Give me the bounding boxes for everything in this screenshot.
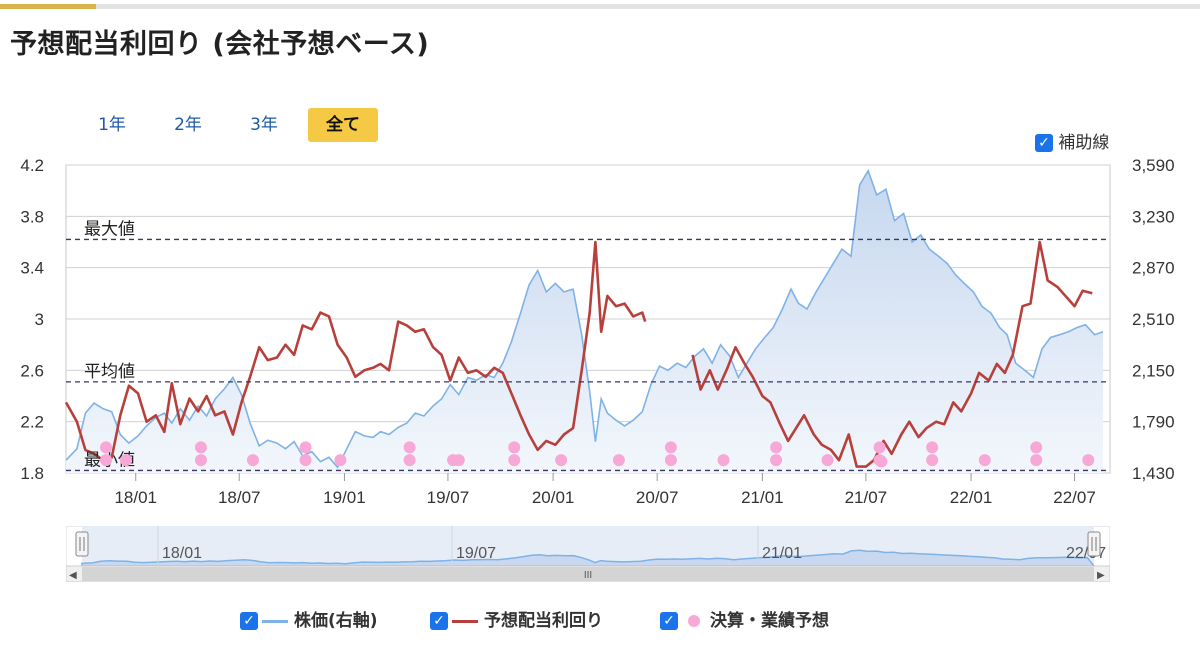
x-tick-label: 19/07 bbox=[427, 488, 470, 507]
legend-label-yield: 予想配当利回り bbox=[484, 611, 603, 631]
tab-all[interactable]: 全て bbox=[308, 108, 378, 142]
event-dot[interactable] bbox=[334, 454, 347, 467]
x-tick-label: 19/01 bbox=[323, 488, 366, 507]
event-dot[interactable] bbox=[508, 454, 521, 467]
event-dot[interactable] bbox=[246, 454, 259, 467]
event-dot[interactable] bbox=[100, 454, 113, 467]
tab-1y[interactable]: 1年 bbox=[98, 115, 126, 135]
x-tick-label: 18/01 bbox=[114, 488, 157, 507]
legend-label-price: 株価(右軸) bbox=[294, 611, 378, 631]
aux-line-checkbox[interactable]: ✓ bbox=[1035, 134, 1053, 152]
top-progress-accent bbox=[0, 4, 96, 9]
legend-label-events: 決算・業績予想 bbox=[710, 611, 829, 631]
scrollbar-grip-icon: III bbox=[584, 570, 592, 581]
event-dot[interactable] bbox=[873, 441, 886, 454]
top-progress-bar bbox=[0, 4, 1200, 9]
legend-item-yield[interactable]: ✓ 予想配当利回り bbox=[430, 608, 603, 634]
x-tick-label: 21/01 bbox=[741, 488, 784, 507]
y-right-tick-label: 2,870 bbox=[1132, 259, 1175, 278]
y-left-tick-label: 4.2 bbox=[20, 156, 44, 175]
event-dot[interactable] bbox=[508, 441, 521, 454]
event-dot[interactable] bbox=[403, 441, 416, 454]
event-dot[interactable] bbox=[875, 455, 888, 468]
legend-checkbox-yield[interactable]: ✓ bbox=[430, 612, 448, 630]
event-dot[interactable] bbox=[1030, 441, 1043, 454]
price-area bbox=[66, 170, 1104, 473]
y-left-tick-label: 3 bbox=[35, 310, 44, 329]
y-right-tick-label: 1,790 bbox=[1132, 413, 1175, 432]
event-dot[interactable] bbox=[717, 454, 730, 467]
legend-line-price bbox=[262, 619, 288, 623]
tab-2y[interactable]: 2年 bbox=[174, 115, 202, 135]
range-navigator[interactable]: 18/01 19/07 21/01 22/07 III ◀ ▶ bbox=[66, 526, 1110, 582]
y-left-tick-label: 2.2 bbox=[20, 413, 44, 432]
chart: 4.2 3,590 3.8 3,230 3.4 2,870 3 2,510 2.6 2,150 2.… bbox=[20, 156, 1175, 507]
scroll-right-arrow-icon[interactable]: ▶ bbox=[1097, 570, 1105, 581]
series-line-yield bbox=[64, 240, 1093, 468]
event-dot[interactable] bbox=[664, 441, 677, 454]
navigator-scrollbar-thumb[interactable] bbox=[82, 567, 1094, 581]
navigator-label: 18/01 bbox=[162, 545, 202, 562]
event-dot[interactable] bbox=[452, 454, 465, 467]
aux-line-toggle[interactable]: ✓ 補助線 bbox=[1035, 132, 1109, 154]
page-title: 予想配当利回り (会社予想ベース) bbox=[10, 29, 430, 60]
event-dot[interactable] bbox=[612, 454, 625, 467]
y-right-tick-label: 3,230 bbox=[1132, 207, 1175, 226]
event-dot[interactable] bbox=[821, 454, 834, 467]
legend-item-events[interactable]: ✓ 決算・業績予想 bbox=[660, 608, 829, 634]
event-dot[interactable] bbox=[664, 454, 677, 467]
y-right-tick-label: 2,510 bbox=[1132, 310, 1175, 329]
x-tick-label: 20/01 bbox=[532, 488, 575, 507]
scroll-left-arrow-icon[interactable]: ◀ bbox=[69, 570, 77, 581]
navigator-left-handle[interactable] bbox=[75, 531, 89, 557]
legend-checkbox-price[interactable]: ✓ bbox=[240, 612, 258, 630]
series-line-price bbox=[65, 168, 1104, 469]
y-left-tick-label: 2.6 bbox=[20, 361, 44, 380]
event-dot[interactable] bbox=[1082, 454, 1095, 467]
y-left-tick-label: 3.4 bbox=[20, 259, 44, 278]
event-dot[interactable] bbox=[770, 454, 783, 467]
event-dot[interactable] bbox=[770, 441, 783, 454]
y-right-tick-label: 3,590 bbox=[1132, 156, 1175, 175]
legend-item-price[interactable]: ✓ 株価(右軸) bbox=[240, 608, 378, 634]
x-tick-label: 18/07 bbox=[218, 488, 261, 507]
reference-line-label: 平均値 bbox=[84, 362, 135, 381]
legend-line-yield bbox=[452, 619, 478, 623]
y-right-tick-label: 1,430 bbox=[1132, 464, 1175, 483]
event-dot[interactable] bbox=[926, 441, 939, 454]
x-tick-label: 22/07 bbox=[1053, 488, 1096, 507]
reference-line-label: 最大値 bbox=[84, 219, 135, 238]
navigator-price-area bbox=[81, 549, 1096, 567]
x-tick-label: 20/07 bbox=[636, 488, 679, 507]
event-dot[interactable] bbox=[299, 454, 312, 467]
event-dot[interactable] bbox=[555, 454, 568, 467]
event-dot[interactable] bbox=[978, 454, 991, 467]
legend-dot-events bbox=[688, 615, 700, 627]
aux-line-label: 補助線 bbox=[1058, 133, 1110, 153]
y-left-tick-label: 1.8 bbox=[20, 464, 44, 483]
event-dot[interactable] bbox=[403, 454, 416, 467]
event-dot[interactable] bbox=[120, 454, 133, 467]
y-left-tick-label: 3.8 bbox=[20, 207, 44, 226]
navigator-label: 19/07 bbox=[456, 545, 496, 562]
event-dot[interactable] bbox=[1030, 454, 1043, 467]
event-dot[interactable] bbox=[926, 454, 939, 467]
tab-3y[interactable]: 3年 bbox=[250, 115, 278, 135]
event-dot[interactable] bbox=[299, 441, 312, 454]
x-tick-label: 22/01 bbox=[950, 488, 993, 507]
event-dot[interactable] bbox=[194, 441, 207, 454]
event-dot[interactable] bbox=[100, 441, 113, 454]
event-dot[interactable] bbox=[194, 454, 207, 467]
navigator-right-handle[interactable] bbox=[1087, 531, 1101, 557]
y-right-tick-label: 2,150 bbox=[1132, 361, 1175, 380]
legend-checkbox-events[interactable]: ✓ bbox=[660, 612, 678, 630]
navigator-label: 21/01 bbox=[762, 545, 802, 562]
x-tick-label: 21/07 bbox=[845, 488, 888, 507]
